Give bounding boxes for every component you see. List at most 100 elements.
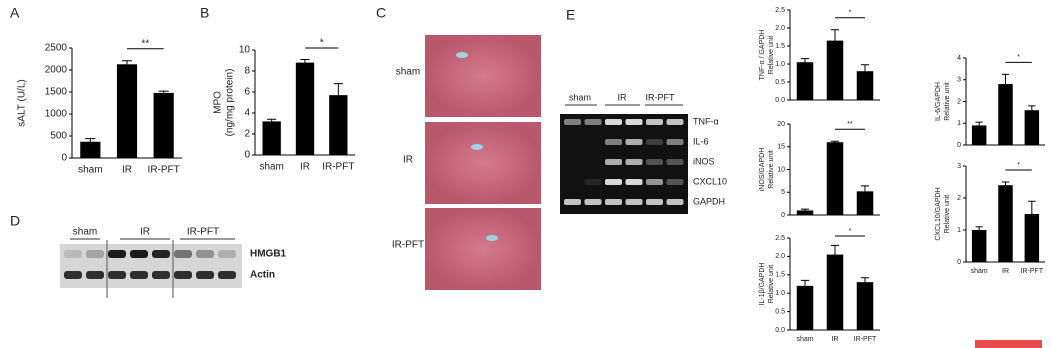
x-tick-label: IR	[1002, 268, 1009, 275]
y-tick-label: 0	[61, 153, 67, 164]
y-tick-label: 0.0	[775, 327, 785, 334]
x-tick-label: sham	[78, 165, 102, 176]
gel-band	[666, 139, 684, 145]
gel-band	[605, 159, 622, 165]
gel-gene-label: IL-6	[693, 136, 709, 146]
gel-band	[584, 119, 602, 125]
blot-band	[218, 271, 236, 279]
gel-band	[564, 199, 581, 205]
y-tick-label: 2.5	[775, 235, 785, 242]
gel-band	[605, 119, 622, 125]
y-axis-label: MPO	[213, 91, 224, 114]
gel-band	[666, 179, 684, 185]
y-tick-label: 10	[777, 166, 785, 173]
bar	[856, 282, 874, 330]
bar	[998, 185, 1013, 262]
blot-band	[152, 271, 170, 279]
gel-band	[625, 159, 643, 165]
x-tick-label: IR-PFT	[322, 162, 354, 173]
y-axis-label: Relative unit	[768, 150, 775, 189]
y-tick-label: 10	[239, 45, 251, 56]
y-tick-label: 5	[781, 189, 785, 196]
significance-label: **	[847, 121, 853, 128]
panel-letter: E	[566, 7, 575, 23]
y-tick-label: 1000	[45, 109, 68, 120]
error-bar	[860, 185, 870, 192]
error-bar	[267, 118, 277, 122]
bar	[153, 92, 174, 158]
y-tick-label: 1	[957, 227, 961, 234]
y-axis-label: IL-6/GAPDH	[935, 82, 942, 121]
y-tick-label: 500	[50, 131, 67, 142]
error-bar	[830, 140, 840, 143]
error-bar	[830, 29, 840, 41]
gel-band	[666, 159, 684, 165]
bar	[116, 64, 138, 158]
error-bar	[85, 138, 96, 142]
gel-group-label: IR-PFT	[646, 92, 675, 102]
gel-band	[646, 159, 663, 165]
vessel	[486, 235, 498, 241]
y-tick-label: 2	[244, 129, 250, 140]
significance-label: *	[320, 38, 324, 49]
error-bar	[121, 60, 133, 65]
gel-band	[605, 199, 622, 205]
error-bar	[1001, 181, 1010, 186]
y-tick-label: 2	[957, 98, 961, 105]
error-bar	[1001, 73, 1010, 85]
y-axis-label: Relative unit	[768, 36, 775, 75]
error-bar	[1028, 200, 1036, 214]
blot-band	[108, 250, 126, 258]
y-tick-label: 8	[244, 66, 250, 77]
bar	[1024, 110, 1040, 145]
blot-band	[86, 250, 104, 258]
blot-band	[130, 250, 148, 258]
gel-band	[564, 119, 581, 125]
blot-band	[196, 250, 214, 258]
gel-band	[646, 119, 663, 125]
panel-letter: B	[200, 5, 209, 21]
y-tick-label: 1	[957, 120, 961, 127]
y-tick-label: 3	[957, 163, 961, 170]
error-bar	[1028, 105, 1036, 111]
vessel	[456, 52, 468, 58]
bar	[262, 121, 281, 155]
x-tick-label: sham	[259, 162, 283, 173]
blot-band	[174, 271, 192, 279]
y-axis-label: Relative unit	[768, 265, 775, 304]
blot-band	[174, 250, 192, 258]
blot-band-label: HMGB1	[250, 249, 287, 260]
bar	[826, 142, 844, 215]
gel-bg	[560, 114, 688, 214]
bar	[796, 62, 814, 100]
histology-image	[425, 208, 541, 290]
histology-label: sham	[396, 67, 420, 78]
y-axis-label: Relative unit	[944, 82, 951, 121]
x-tick-label: IR	[300, 162, 310, 173]
error-bar	[800, 279, 810, 286]
gel-gene-label: GAPDH	[693, 196, 725, 206]
gel-band	[625, 179, 643, 185]
panel-letter: A	[10, 5, 20, 21]
bar	[856, 71, 874, 100]
gel-band	[584, 179, 602, 185]
y-tick-label: 0	[957, 259, 961, 266]
x-tick-label: sham	[971, 268, 988, 275]
y-tick-label: 3	[957, 77, 961, 84]
bar	[80, 141, 101, 158]
y-axis-label: Relative unit	[944, 195, 951, 234]
blot-band	[108, 271, 126, 279]
significance-label: *	[849, 228, 852, 235]
bar	[998, 84, 1013, 145]
significance-label: **	[141, 38, 149, 49]
blot-band	[218, 250, 236, 258]
y-axis-label: sALT (U/L)	[17, 79, 28, 126]
histology-label: IR-PFT	[392, 240, 424, 251]
bar	[971, 125, 987, 145]
y-tick-label: 2	[957, 195, 961, 202]
error-bar	[860, 277, 870, 283]
x-tick-label: IR	[832, 336, 839, 343]
blot-group-label: IR	[140, 227, 150, 238]
